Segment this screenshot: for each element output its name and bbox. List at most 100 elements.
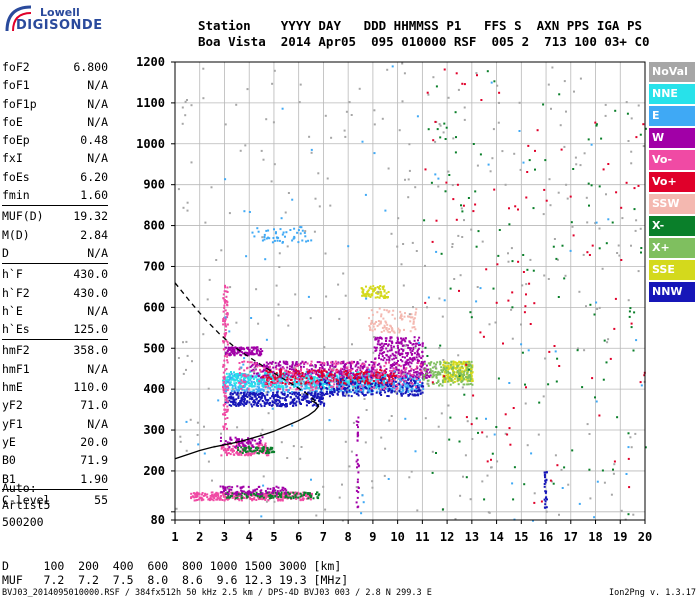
echo-point <box>256 346 259 349</box>
echo-point <box>250 375 253 378</box>
echo-point <box>329 379 332 382</box>
echo-point <box>304 361 307 364</box>
echo-point <box>230 390 233 393</box>
echo-point <box>403 364 406 366</box>
echo-point <box>270 447 273 450</box>
echo-point <box>402 379 405 381</box>
echo-point <box>314 197 317 200</box>
echo-point <box>310 386 313 389</box>
echo-point <box>411 382 414 385</box>
echo-point <box>259 365 262 367</box>
echo-point <box>364 386 367 389</box>
echo-point <box>248 378 250 381</box>
echo-point <box>263 380 266 383</box>
echo-point <box>278 404 281 407</box>
echo-point <box>455 375 458 378</box>
echo-point <box>229 438 232 441</box>
param-value: 1.60 <box>80 188 108 203</box>
echo-point <box>260 489 263 492</box>
echo-point <box>226 417 229 419</box>
echo-point <box>447 368 450 371</box>
echo-point <box>261 383 264 385</box>
echo-point <box>468 362 471 365</box>
file-info-text: BVJ03_2014095010000.RSF / 384fx512h 50 k… <box>2 588 432 598</box>
echo-point <box>355 420 358 423</box>
echo-point <box>250 491 253 494</box>
echo-point <box>242 396 245 399</box>
echo-point <box>435 382 438 384</box>
echo-point <box>345 110 348 113</box>
echo-point <box>378 387 380 390</box>
echo-point <box>371 313 374 316</box>
echo-point <box>359 372 362 375</box>
echo-point <box>406 387 409 390</box>
echo-point <box>359 389 362 391</box>
echo-point <box>233 353 236 356</box>
echo-point <box>367 293 370 296</box>
echo-point <box>270 385 273 388</box>
echo-point <box>219 497 222 500</box>
echo-point <box>629 307 632 310</box>
echo-point <box>293 373 296 375</box>
echo-point <box>274 399 277 402</box>
echo-point <box>240 451 243 454</box>
echo-point <box>255 403 258 406</box>
echo-point <box>488 511 491 514</box>
echo-point <box>415 356 418 359</box>
echo-point <box>237 395 240 397</box>
echo-point <box>395 366 398 369</box>
echo-point <box>285 371 288 374</box>
echo-point <box>402 392 405 395</box>
echo-point <box>299 499 302 502</box>
echo-point <box>339 369 342 372</box>
echo-point <box>408 169 411 172</box>
echo-point <box>225 390 228 393</box>
param-name: h`F2 <box>2 285 30 300</box>
echo-point <box>313 396 316 399</box>
echo-point <box>280 491 283 494</box>
muf-table: D 100 200 400 600 800 1000 1500 3000 [km… <box>2 559 348 587</box>
echo-point <box>209 497 212 499</box>
echo-point <box>410 313 413 316</box>
echo-point <box>362 375 365 378</box>
echo-point <box>266 378 269 381</box>
echo-point <box>262 450 265 453</box>
echo-point <box>286 366 289 369</box>
echo-point <box>224 414 227 416</box>
echo-point <box>224 123 227 126</box>
echo-point <box>276 404 279 407</box>
echo-point <box>258 383 261 386</box>
echo-point <box>390 346 393 349</box>
echo-point <box>518 101 521 104</box>
echo-point <box>381 378 384 381</box>
echo-point <box>222 449 225 452</box>
echo-point <box>463 393 466 396</box>
echo-point <box>309 498 312 501</box>
echo-point <box>220 446 223 449</box>
echo-point <box>282 360 285 363</box>
echo-point <box>402 243 405 245</box>
echo-point <box>401 352 404 355</box>
echo-point <box>637 104 640 107</box>
echo-point <box>310 375 313 378</box>
echo-point <box>253 498 256 501</box>
echo-point <box>510 247 513 250</box>
echo-point <box>281 366 284 369</box>
echo-point <box>411 352 414 355</box>
echo-point <box>257 404 259 407</box>
echo-point <box>273 500 276 503</box>
echo-point <box>281 397 284 400</box>
echo-point <box>344 294 347 297</box>
echo-point <box>196 492 199 495</box>
echo-point <box>237 403 240 406</box>
echo-point <box>347 376 350 379</box>
echo-point <box>344 390 346 392</box>
echo-point <box>412 348 415 351</box>
echo-point <box>386 68 389 71</box>
echo-point <box>202 67 205 70</box>
echo-point <box>249 493 252 495</box>
echo-point <box>399 380 402 383</box>
echo-point <box>301 229 304 232</box>
echo-point <box>276 376 279 379</box>
echo-point <box>399 365 402 368</box>
